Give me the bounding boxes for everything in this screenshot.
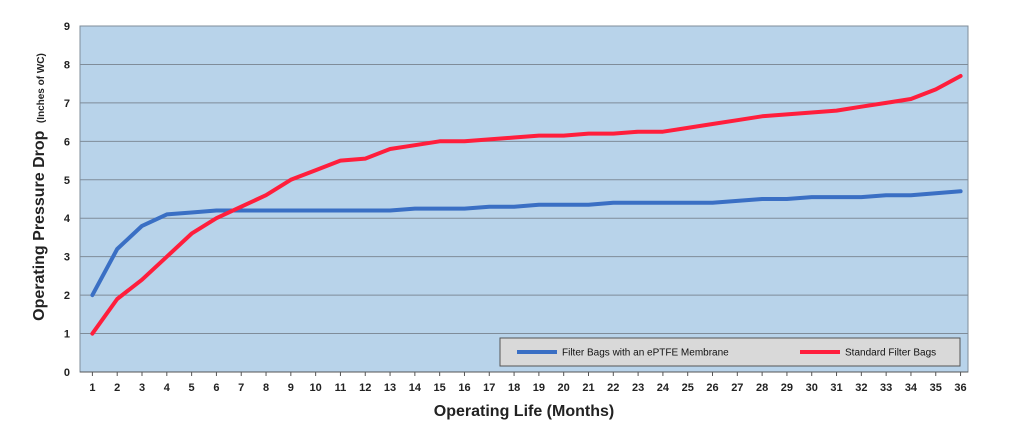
x-tick-label-21: 21 xyxy=(582,382,594,394)
x-tick-label-17: 17 xyxy=(483,382,495,394)
x-tick-label-18: 18 xyxy=(508,382,520,394)
x-tick-label-33: 33 xyxy=(880,382,892,394)
x-tick-label-14: 14 xyxy=(409,382,422,394)
x-tick-label-7: 7 xyxy=(238,382,244,394)
x-tick-label-13: 13 xyxy=(384,382,396,394)
x-tick-label-10: 10 xyxy=(310,382,322,394)
x-tick-label-1: 1 xyxy=(89,382,95,394)
x-tick-label-9: 9 xyxy=(288,382,294,394)
y-tick-label-3: 3 xyxy=(64,252,70,264)
x-tick-label-24: 24 xyxy=(657,382,670,394)
x-tick-label-12: 12 xyxy=(359,382,371,394)
x-tick-label-25: 25 xyxy=(682,382,694,394)
x-tick-label-19: 19 xyxy=(533,382,545,394)
x-tick-label-28: 28 xyxy=(756,382,768,394)
y-tick-label-6: 6 xyxy=(64,136,70,148)
y-tick-label-4: 4 xyxy=(64,213,71,225)
y-tick-label-7: 7 xyxy=(64,98,70,110)
x-tick-label-22: 22 xyxy=(607,382,619,394)
y-axis-title-main: Operating Pressure Drop xyxy=(31,130,48,321)
x-tick-label-15: 15 xyxy=(434,382,446,394)
x-tick-label-4: 4 xyxy=(164,382,171,394)
legend-label-eptfe: Filter Bags with an ePTFE Membrane xyxy=(562,348,729,359)
x-tick-label-5: 5 xyxy=(189,382,195,394)
x-tick-label-34: 34 xyxy=(905,382,918,394)
x-tick-label-8: 8 xyxy=(263,382,269,394)
x-tick-label-11: 11 xyxy=(335,382,347,394)
x-tick-label-27: 27 xyxy=(731,382,743,394)
y-tick-label-1: 1 xyxy=(64,329,70,341)
x-tick-label-32: 32 xyxy=(855,382,867,394)
y-tick-label-2: 2 xyxy=(64,290,70,302)
series-line-standard xyxy=(90,74,963,336)
y-axis-title: Operating Pressure Drop (Inches of WC) xyxy=(31,53,48,321)
x-tick-label-31: 31 xyxy=(830,382,842,394)
x-tick-label-3: 3 xyxy=(139,382,145,394)
y-tick-label-9: 9 xyxy=(64,21,70,33)
x-tick-label-26: 26 xyxy=(706,382,718,394)
x-axis-title: Operating Life (Months) xyxy=(434,403,614,420)
y-tick-label-0: 0 xyxy=(64,367,70,379)
gridlines xyxy=(80,25,968,335)
y-tick-label-5: 5 xyxy=(64,175,70,187)
x-tick-label-29: 29 xyxy=(781,382,793,394)
x-tick-label-23: 23 xyxy=(632,382,644,394)
x-tick-label-16: 16 xyxy=(458,382,470,394)
x-tick-label-6: 6 xyxy=(213,382,219,394)
x-tick-label-35: 35 xyxy=(930,382,942,394)
x-tick-label-2: 2 xyxy=(114,382,120,394)
x-tick-label-30: 30 xyxy=(806,382,818,394)
x-tick-label-36: 36 xyxy=(954,382,966,394)
legend-label-standard: Standard Filter Bags xyxy=(845,348,936,359)
series-lines xyxy=(90,74,963,336)
y-axis-title-unit: (Inches of WC) xyxy=(36,53,47,123)
legend-box xyxy=(499,337,961,367)
x-tick-label-20: 20 xyxy=(558,382,570,394)
legend: Filter Bags with an ePTFE Membrane Stand… xyxy=(499,337,961,367)
y-tick-label-8: 8 xyxy=(64,59,70,71)
